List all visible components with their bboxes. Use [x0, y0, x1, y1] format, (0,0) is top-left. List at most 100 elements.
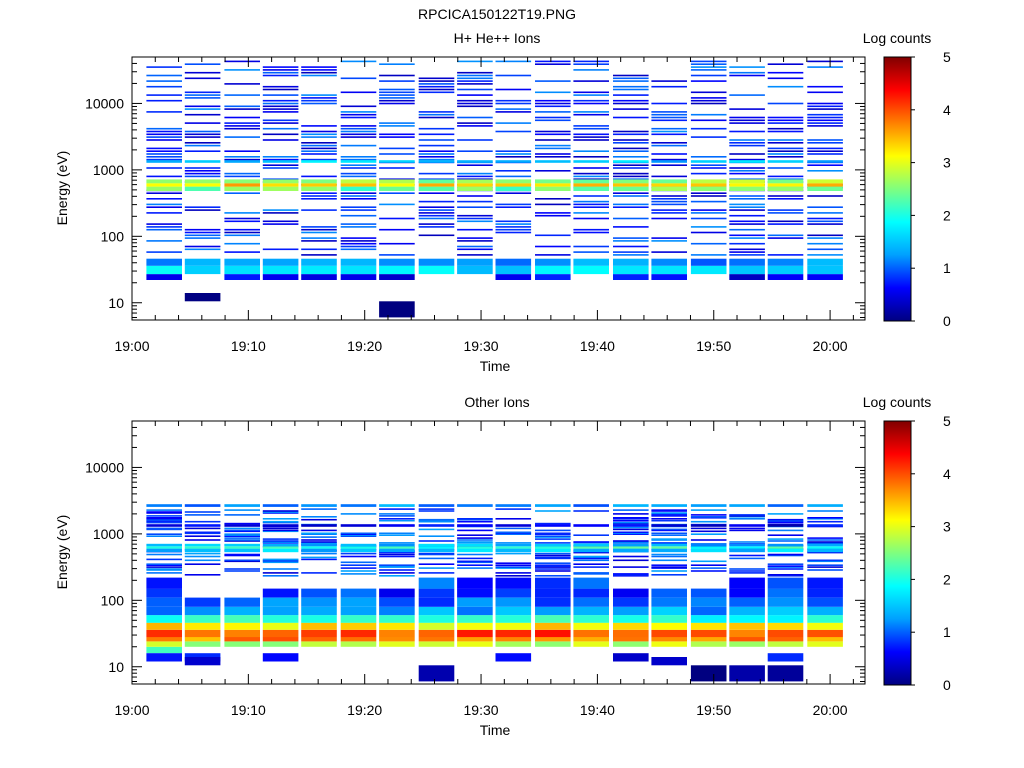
sparse-count-cell — [690, 156, 727, 158]
sparse-count-cell — [495, 130, 532, 133]
energy-band-cell — [573, 588, 609, 598]
sparse-count-cell — [379, 228, 415, 231]
sparse-count-cell — [262, 178, 299, 180]
energy-band-cell — [729, 258, 765, 266]
sparse-count-cell — [495, 122, 532, 124]
sparse-count-cell — [767, 198, 804, 200]
energy-band-cell — [379, 548, 415, 553]
sparse-count-cell — [690, 91, 727, 94]
energy-band-cell — [495, 179, 532, 184]
energy-band-cell — [690, 186, 727, 191]
sparse-count-cell — [224, 105, 260, 108]
x-axis: 19:00 19:10 19:20 19:30 19:40 19:50 20:00 — [114, 57, 854, 354]
sparse-count-cell — [224, 533, 260, 535]
energy-band-cell — [807, 183, 843, 187]
sparse-count-cell — [729, 198, 765, 200]
sparse-count-cell — [224, 217, 260, 220]
energy-band-cell — [379, 622, 415, 630]
energy-band-cell — [379, 546, 415, 549]
energy-band-cell — [495, 186, 532, 191]
energy-band-cell — [301, 629, 337, 638]
energy-band-cell — [807, 629, 843, 638]
sparse-count-cell — [146, 203, 182, 206]
sparse-count-cell — [613, 518, 649, 520]
x-tick-label: 19:10 — [231, 702, 266, 718]
energy-band-cell — [690, 160, 727, 163]
sparse-count-cell — [767, 63, 804, 65]
energy-band-cell — [535, 186, 571, 191]
sparse-count-cell — [573, 167, 609, 169]
sparse-count-cell — [535, 63, 571, 65]
sparse-count-cell — [301, 572, 337, 574]
energy-band-cell — [767, 665, 804, 682]
sparse-count-cell — [651, 203, 687, 206]
sparse-count-cell — [613, 206, 649, 208]
energy-band-cell — [340, 641, 377, 647]
sparse-count-cell — [729, 116, 765, 119]
sparse-count-cell — [495, 564, 532, 566]
energy-band-cell — [146, 543, 182, 547]
sparse-count-cell — [535, 147, 571, 150]
sparse-count-cell — [457, 60, 493, 63]
sparse-count-cell — [457, 77, 493, 80]
sparse-count-cell — [457, 537, 493, 539]
sparse-count-cell — [613, 528, 649, 531]
energy-band-cell — [457, 615, 493, 623]
sparse-count-cell — [262, 69, 299, 71]
sparse-count-cell — [690, 231, 727, 234]
sparse-count-cell — [729, 223, 765, 225]
sparse-count-cell — [767, 568, 804, 570]
sparse-count-cell — [573, 91, 609, 94]
energy-band-cell — [767, 597, 804, 607]
colorbar-tick-label: 2 — [943, 207, 951, 223]
sparse-count-cell — [146, 85, 182, 88]
energy-band-cell — [146, 646, 182, 654]
sparse-count-cell — [379, 519, 415, 522]
energy-band-cell — [690, 622, 727, 630]
energy-band-cell — [262, 524, 299, 527]
sparse-count-cell — [224, 136, 260, 138]
sparse-count-cell — [418, 214, 455, 217]
sparse-count-cell — [418, 212, 455, 214]
sparse-count-cell — [535, 105, 571, 108]
sparse-count-cell — [379, 178, 415, 180]
energy-band-cell — [262, 265, 299, 275]
sparse-count-cell — [767, 85, 804, 88]
energy-band-cell — [301, 615, 337, 623]
energy-band-cell — [379, 504, 415, 507]
sparse-count-cell — [495, 533, 532, 535]
sparse-count-cell — [651, 514, 687, 516]
sparse-count-cell — [224, 116, 260, 119]
energy-band-cell — [262, 637, 299, 642]
energy-band-cell — [535, 641, 571, 647]
energy-band-cell — [613, 179, 649, 184]
sparse-count-cell — [613, 142, 649, 144]
energy-band-cell — [495, 265, 532, 275]
sparse-count-cell — [573, 172, 609, 175]
sparse-count-cell — [651, 510, 687, 512]
sparse-count-cell — [418, 567, 455, 569]
sparse-count-cell — [301, 150, 337, 152]
sparse-count-cell — [807, 125, 843, 127]
sparse-count-cell — [573, 566, 609, 568]
sparse-count-cell — [495, 575, 532, 577]
energy-band-cell — [535, 577, 571, 589]
sparse-count-cell — [224, 553, 260, 556]
sparse-count-cell — [184, 231, 221, 234]
sparse-count-cell — [340, 175, 377, 178]
sparse-count-cell — [146, 228, 182, 231]
sparse-count-cell — [613, 513, 649, 515]
sparse-count-cell — [690, 209, 727, 211]
sparse-count-cell — [807, 91, 843, 94]
sparse-count-cell — [146, 136, 182, 138]
sparse-count-cell — [146, 521, 182, 524]
sparse-count-cell — [379, 551, 415, 554]
sparse-count-cell — [690, 60, 727, 63]
sparse-count-cell — [651, 175, 687, 178]
y-axis: 10 100 1000 10000 — [85, 56, 865, 318]
energy-band-cell — [301, 637, 337, 642]
sparse-count-cell — [767, 119, 804, 122]
sparse-count-cell — [184, 133, 221, 136]
sparse-count-cell — [613, 555, 649, 558]
energy-band-cell — [767, 588, 804, 598]
